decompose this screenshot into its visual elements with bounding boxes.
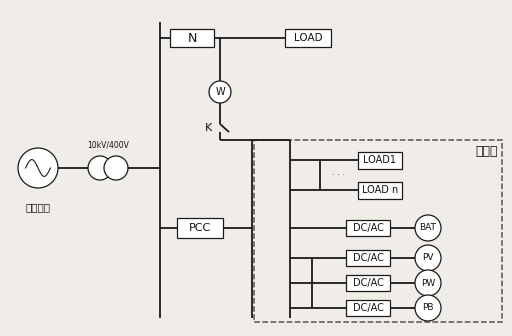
Bar [346, 250, 390, 266]
Text: PB: PB [422, 303, 434, 312]
Circle shape [18, 148, 58, 188]
Text: BAT: BAT [419, 223, 436, 233]
Circle shape [88, 156, 112, 180]
Text: 公共电网: 公共电网 [26, 202, 51, 212]
Text: DC/AC: DC/AC [353, 303, 383, 313]
Bar [285, 29, 331, 47]
Bar [358, 152, 402, 168]
Text: K: K [205, 123, 212, 133]
Bar [346, 300, 390, 316]
Text: DC/AC: DC/AC [353, 278, 383, 288]
Text: LOAD1: LOAD1 [364, 155, 396, 165]
Circle shape [415, 295, 441, 321]
Circle shape [209, 81, 231, 103]
Bar [346, 275, 390, 291]
Bar [358, 181, 402, 199]
Circle shape [415, 245, 441, 271]
Text: 微电网: 微电网 [476, 145, 498, 158]
Text: PW: PW [421, 279, 435, 288]
Text: LOAD n: LOAD n [362, 185, 398, 195]
Bar [177, 218, 223, 238]
Circle shape [415, 270, 441, 296]
Text: W: W [215, 87, 225, 97]
Circle shape [415, 215, 441, 241]
Bar [346, 220, 390, 236]
Text: PV: PV [422, 253, 434, 262]
Text: LOAD: LOAD [294, 33, 323, 43]
Text: DC/AC: DC/AC [353, 223, 383, 233]
Text: · · ·: · · · [332, 170, 346, 179]
Text: 10kV/400V: 10kV/400V [87, 140, 129, 149]
Circle shape [104, 156, 128, 180]
Bar [254, 140, 502, 322]
Text: DC/AC: DC/AC [353, 253, 383, 263]
Bar [170, 29, 214, 47]
Text: N: N [187, 32, 197, 44]
Text: PCC: PCC [189, 223, 211, 233]
